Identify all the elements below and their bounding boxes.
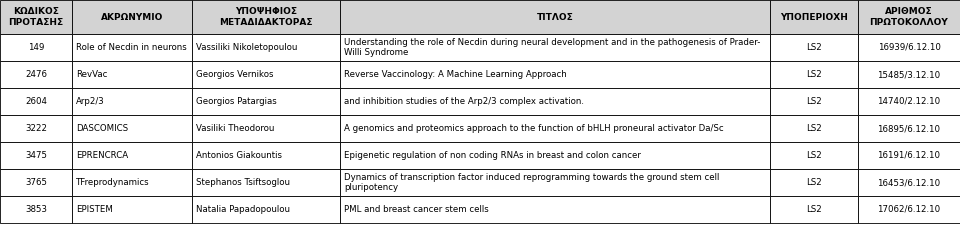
- Bar: [858, 34, 960, 61]
- Text: Georgios Patargias: Georgios Patargias: [196, 97, 276, 106]
- Text: ΥΠΟΠΕΡΙΟΧΗ: ΥΠΟΠΕΡΙΟΧΗ: [780, 12, 848, 22]
- Bar: [340, 115, 770, 142]
- Text: 16895/6.12.10: 16895/6.12.10: [877, 124, 941, 133]
- Text: LS2: LS2: [806, 43, 822, 52]
- Bar: [858, 142, 960, 169]
- Text: 3765: 3765: [25, 178, 47, 187]
- Bar: [770, 88, 858, 115]
- Text: LS2: LS2: [806, 70, 822, 79]
- Bar: [72, 169, 192, 196]
- Text: 17062/6.12.10: 17062/6.12.10: [877, 205, 941, 214]
- Bar: [770, 61, 858, 88]
- Text: 3222: 3222: [25, 124, 47, 133]
- Bar: [0, 0, 72, 34]
- Bar: [340, 196, 770, 223]
- Bar: [858, 169, 960, 196]
- Bar: [770, 196, 858, 223]
- Text: 16453/6.12.10: 16453/6.12.10: [877, 178, 941, 187]
- Text: and inhibition studies of the Arp2/3 complex activation.: and inhibition studies of the Arp2/3 com…: [344, 97, 584, 106]
- Text: DASCOMICS: DASCOMICS: [76, 124, 128, 133]
- Text: Epigenetic regulation of non coding RNAs in breast and colon cancer: Epigenetic regulation of non coding RNAs…: [344, 151, 641, 160]
- Text: EPISTEM: EPISTEM: [76, 205, 113, 214]
- Bar: [192, 88, 340, 115]
- Bar: [770, 169, 858, 196]
- Text: Antonios Giakountis: Antonios Giakountis: [196, 151, 282, 160]
- Text: Dynamics of transcription factor induced reprogramming towards the ground stem c: Dynamics of transcription factor induced…: [344, 173, 719, 192]
- Bar: [858, 115, 960, 142]
- Bar: [192, 115, 340, 142]
- Bar: [770, 115, 858, 142]
- Bar: [192, 196, 340, 223]
- Text: LS2: LS2: [806, 97, 822, 106]
- Text: ΥΠΟΨΗΦΙΟΣ
ΜΕΤΑΔΙΔΑΚΤΟΡΑΣ: ΥΠΟΨΗΦΙΟΣ ΜΕΤΑΔΙΔΑΚΤΟΡΑΣ: [219, 7, 313, 27]
- Bar: [0, 169, 72, 196]
- Text: Stephanos Tsiftsoglou: Stephanos Tsiftsoglou: [196, 178, 290, 187]
- Text: Natalia Papadopoulou: Natalia Papadopoulou: [196, 205, 290, 214]
- Text: Georgios Vernikos: Georgios Vernikos: [196, 70, 274, 79]
- Bar: [858, 88, 960, 115]
- Bar: [340, 61, 770, 88]
- Bar: [72, 88, 192, 115]
- Text: Role of Necdin in neurons: Role of Necdin in neurons: [76, 43, 187, 52]
- Text: ΑΡΙΘΜΟΣ
ΠΡΩΤΟΚΟΛΛΟΥ: ΑΡΙΘΜΟΣ ΠΡΩΤΟΚΟΛΛΟΥ: [870, 7, 948, 27]
- Bar: [770, 142, 858, 169]
- Bar: [340, 169, 770, 196]
- Text: 2476: 2476: [25, 70, 47, 79]
- Text: ΚΩΔΙΚΟΣ
ΠΡΟΤΑΣΗΣ: ΚΩΔΙΚΟΣ ΠΡΟΤΑΣΗΣ: [9, 7, 63, 27]
- Text: 14740/2.12.10: 14740/2.12.10: [877, 97, 941, 106]
- Bar: [72, 61, 192, 88]
- Bar: [858, 61, 960, 88]
- Bar: [0, 142, 72, 169]
- Bar: [0, 88, 72, 115]
- Bar: [72, 34, 192, 61]
- Bar: [340, 0, 770, 34]
- Bar: [770, 34, 858, 61]
- Bar: [858, 196, 960, 223]
- Bar: [340, 142, 770, 169]
- Text: 3853: 3853: [25, 205, 47, 214]
- Bar: [192, 0, 340, 34]
- Text: 3475: 3475: [25, 151, 47, 160]
- Text: LS2: LS2: [806, 178, 822, 187]
- Bar: [72, 196, 192, 223]
- Text: 16191/6.12.10: 16191/6.12.10: [877, 151, 941, 160]
- Text: RevVac: RevVac: [76, 70, 108, 79]
- Bar: [192, 34, 340, 61]
- Bar: [192, 169, 340, 196]
- Text: 2604: 2604: [25, 97, 47, 106]
- Bar: [0, 196, 72, 223]
- Text: 16939/6.12.10: 16939/6.12.10: [877, 43, 941, 52]
- Bar: [192, 61, 340, 88]
- Bar: [192, 142, 340, 169]
- Text: LS2: LS2: [806, 205, 822, 214]
- Bar: [340, 88, 770, 115]
- Text: TFreprodynamics: TFreprodynamics: [76, 178, 150, 187]
- Text: 149: 149: [28, 43, 44, 52]
- Text: ΤΙΤΛΟΣ: ΤΙΤΛΟΣ: [537, 12, 573, 22]
- Text: LS2: LS2: [806, 151, 822, 160]
- Bar: [0, 115, 72, 142]
- Bar: [340, 34, 770, 61]
- Text: Arp2/3: Arp2/3: [76, 97, 105, 106]
- Text: Vasiliki Theodorou: Vasiliki Theodorou: [196, 124, 275, 133]
- Text: Reverse Vaccinology: A Machine Learning Approach: Reverse Vaccinology: A Machine Learning …: [344, 70, 566, 79]
- Text: Understanding the role of Necdin during neural development and in the pathogenes: Understanding the role of Necdin during …: [344, 38, 760, 57]
- Bar: [72, 142, 192, 169]
- Text: EPRENCRCA: EPRENCRCA: [76, 151, 128, 160]
- Text: 15485/3.12.10: 15485/3.12.10: [877, 70, 941, 79]
- Bar: [770, 0, 858, 34]
- Text: A genomics and proteomics approach to the function of bHLH proneural activator D: A genomics and proteomics approach to th…: [344, 124, 724, 133]
- Text: ΑΚΡΩΝΥΜΙΟ: ΑΚΡΩΝΥΜΙΟ: [101, 12, 163, 22]
- Bar: [0, 61, 72, 88]
- Bar: [72, 115, 192, 142]
- Text: Vassiliki Nikoletopoulou: Vassiliki Nikoletopoulou: [196, 43, 298, 52]
- Bar: [72, 0, 192, 34]
- Bar: [858, 0, 960, 34]
- Text: PML and breast cancer stem cells: PML and breast cancer stem cells: [344, 205, 489, 214]
- Text: LS2: LS2: [806, 124, 822, 133]
- Bar: [0, 34, 72, 61]
